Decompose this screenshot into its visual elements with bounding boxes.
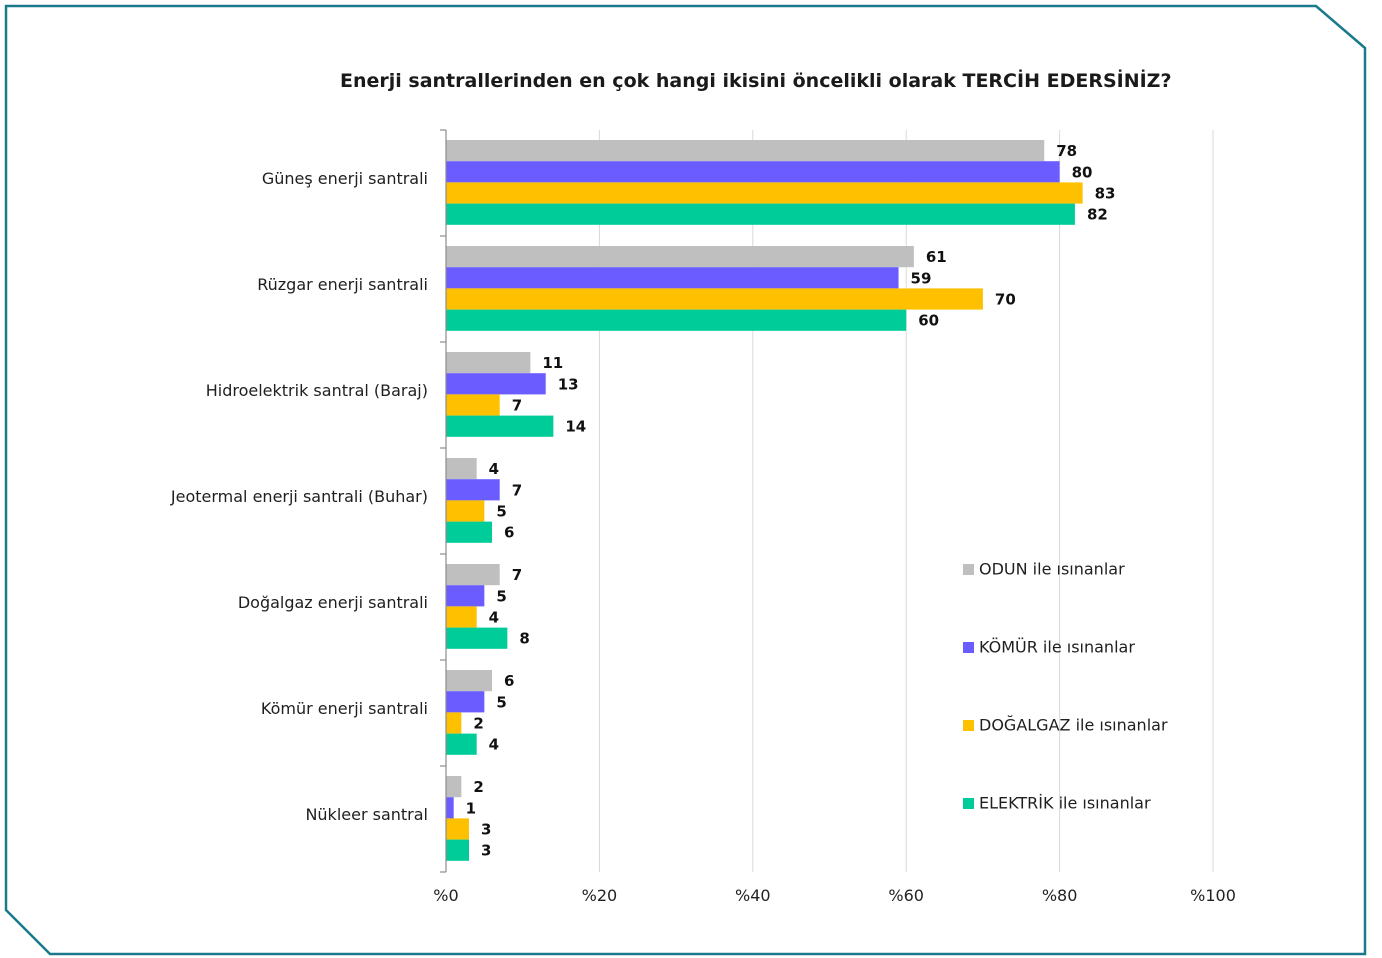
legend-swatch [963, 642, 974, 653]
bar [446, 267, 899, 289]
bar-value-label: 6 [504, 524, 514, 542]
bar [446, 733, 477, 755]
bar [446, 246, 914, 268]
legend-swatch [963, 564, 974, 575]
bar-value-label: 1 [466, 799, 476, 817]
x-tick-label: %60 [888, 886, 924, 905]
category-label: Kömür enerji santrali [261, 699, 428, 718]
bar [446, 606, 477, 628]
bar-value-label: 3 [481, 821, 491, 839]
bar [446, 182, 1083, 204]
x-tick-label: %80 [1042, 886, 1078, 905]
bar-value-label: 80 [1072, 163, 1093, 181]
bar [446, 458, 477, 480]
frame-border [4, 4, 1367, 956]
bar [446, 627, 508, 649]
bar-value-label: 4 [489, 460, 499, 478]
legend-swatch [963, 720, 974, 731]
bar [446, 352, 531, 374]
bar [446, 373, 546, 395]
bar-value-label: 2 [473, 715, 483, 733]
bar-value-label: 14 [565, 418, 586, 436]
bar-value-label: 82 [1087, 206, 1108, 224]
bar-value-label: 13 [558, 375, 579, 393]
bar-value-label: 61 [926, 248, 947, 266]
bar [446, 776, 462, 798]
category-label: Nükleer santral [305, 805, 428, 824]
bar-value-label: 6 [504, 672, 514, 690]
legend-label: ELEKTRİK ile ısınanlar [979, 794, 1151, 813]
x-tick-label: %20 [582, 886, 618, 905]
axes: %0 %20 %40 %60 %80 %100 Güneş enerji santrali R… [170, 129, 1236, 905]
chart-title: Enerji santrallerinden en çok hangi ikis… [340, 70, 1220, 92]
bar [446, 415, 554, 437]
bar-value-label: 60 [918, 312, 939, 330]
bar [446, 521, 493, 543]
bar-value-label: 7 [512, 566, 522, 584]
category-label: Hidroelektrik santral (Baraj) [206, 381, 428, 400]
bar [446, 585, 485, 607]
bar [446, 161, 1060, 183]
bar-value-label: 5 [496, 587, 506, 605]
bar-value-label: 2 [473, 778, 483, 796]
bar-value-label: 5 [496, 693, 506, 711]
bar-value-label: 4 [489, 609, 499, 627]
category-label: Güneş enerji santrali [262, 169, 428, 188]
bar-value-label: 11 [542, 354, 563, 372]
bar [446, 670, 493, 692]
bar-value-label: 59 [911, 269, 932, 287]
legend-label: KÖMÜR ile ısınanlar [979, 638, 1135, 657]
category-label: Doğalgaz enerji santrali [238, 593, 428, 612]
bar [446, 839, 470, 861]
bar [446, 712, 462, 734]
legend-label: DOĞALGAZ ile ısınanlar [979, 716, 1168, 735]
bar-value-label: 7 [512, 397, 522, 415]
bar [446, 394, 500, 416]
chart-title-main: Enerji santrallerinden en çok hangi ikis… [340, 70, 963, 92]
bar [446, 203, 1075, 225]
x-tick-label: %0 [433, 886, 458, 905]
gridlines [598, 130, 1214, 872]
x-tick-label: %100 [1190, 886, 1236, 905]
bar-value-label: 70 [995, 291, 1016, 309]
legend: ODUN ile ısınanlar KÖMÜR ile ısınanlar DOĞ… [963, 560, 1168, 813]
legend-label: ODUN ile ısınanlar [979, 560, 1125, 579]
bar [446, 288, 983, 310]
bar-value-label: 83 [1095, 185, 1116, 203]
category-label: Rüzgar enerji santrali [257, 275, 428, 294]
bar [446, 309, 907, 331]
category-label: Jeotermal enerji santrali (Buhar) [170, 487, 428, 506]
bar [446, 140, 1045, 162]
bar-value-label: 7 [512, 481, 522, 499]
legend-swatch [963, 798, 974, 809]
bar [446, 797, 454, 819]
bar-value-label: 8 [519, 630, 529, 648]
bar [446, 691, 485, 713]
bar-value-label: 78 [1056, 142, 1077, 160]
bar-value-label: 3 [481, 842, 491, 860]
x-tick-label: %40 [735, 886, 771, 905]
bar [446, 500, 485, 522]
bar [446, 818, 470, 840]
chart-title-emphasis: TERCİH EDERSİNİZ? [962, 70, 1172, 92]
bar-value-label: 5 [496, 503, 506, 521]
bar [446, 564, 500, 586]
bar-value-label: 4 [489, 736, 499, 754]
bar [446, 479, 500, 501]
